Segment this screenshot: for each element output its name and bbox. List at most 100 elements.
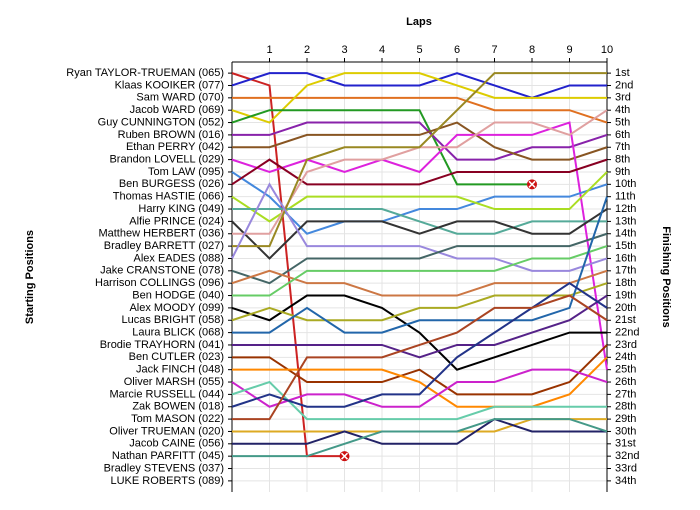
series-line [232,72,607,248]
y2-tick-label: 12th [615,203,636,215]
legend-label: Brandon LOVELL (029) [109,154,224,166]
legend-label: Sam WARD (070) [136,92,224,104]
y2-tick-label: 24th [615,351,636,363]
legend-label: Ethan PERRY (042) [126,141,224,153]
y2-axis-label: Finishing Positions [660,226,672,327]
legend-label: Jacob CAINE (056) [129,438,224,450]
retired-marker [527,179,537,190]
y2-tick-label: 1st [615,67,630,79]
series-line [232,356,608,408]
y2-tick-label: 5th [615,116,630,128]
x-tick-label: 10 [601,44,613,56]
series-line [232,294,608,421]
y2-tick-label: 32nd [615,450,639,462]
legend-label: Alex MOODY (099) [129,302,224,314]
y2-tick-label: 10th [615,178,636,190]
x-tick-label: 3 [341,44,347,56]
series-line [232,344,608,396]
legend-label: Guy CUNNINGTON (052) [98,116,224,128]
y2-tick-label: 2nd [615,79,633,91]
legend-label: Thomas HASTIE (066) [113,191,224,203]
y2-tick-label: 26th [615,376,636,388]
series-line [231,121,608,370]
series-line [231,294,607,371]
series-line [232,121,608,161]
y2-tick-label: 17th [615,265,636,277]
y2-tick-label: 13th [615,215,636,227]
y2-tick-label: 34th [615,475,636,487]
x-tick-label: 1 [266,44,272,56]
legend-label: Harry KING (049) [138,203,224,215]
series-line [231,171,608,223]
y2-tick-label: 22nd [615,327,639,339]
retired-x [340,452,349,460]
retired-marker [339,451,350,462]
series-line [231,232,608,285]
series-line [231,208,608,260]
series-line [231,380,607,421]
x-tick-label: 8 [529,44,535,56]
series-line [232,294,608,359]
legend-label: Alex EADES (088) [134,252,224,264]
legend-label: Oliver TRUEMAN (020) [109,425,224,437]
series-line [231,368,608,408]
series-line [231,182,608,272]
legend-label: Ruben BROWN (016) [118,129,224,141]
legend-label: Klaas KOOIKER (077) [115,79,224,91]
y2-tick-label: 9th [615,166,630,178]
y2-tick-label: 28th [615,401,636,413]
y2-tick-label: 21st [615,314,636,326]
y2-tick-label: 25th [615,364,636,376]
series-line [232,208,607,235]
retired-x [528,180,536,188]
y2-tick-label: 4th [615,104,630,116]
legend-label: Brodie TRAYHORN (041) [100,339,224,351]
legend-label: Alfie PRINCE (024) [129,215,224,227]
y2-tick-label: 3rd [615,92,631,104]
y2-tick-label: 11th [615,191,636,203]
y2-tick-label: 33rd [615,462,637,474]
y2-tick-label: 18th [615,277,636,289]
legend-label: Tom MASON (022) [131,413,224,425]
series-line [231,72,607,124]
y2-tick-label: 30th [615,425,636,437]
legend-label: Lucas BRIGHT (058) [121,314,224,326]
chart-title: Laps [406,16,432,28]
legend-label: Laura BLICK (068) [132,327,224,339]
legend-label: Nathan PARFITT (045) [112,450,224,462]
legend-label: Ben HODGE (040) [132,289,224,301]
legend-label: Bradley BARRETT (027) [104,240,224,252]
series-line [231,72,607,99]
series-line [231,72,345,458]
legend-label: Marcie RUSSELL (044) [109,388,224,400]
legend-label: LUKE ROBERTS (089) [110,475,224,487]
legend-label: Ryan TAYLOR-TRUEMAN (065) [66,67,224,79]
series-line [231,109,532,186]
legend-label: Matthew HERBERT (036) [98,228,224,240]
series-line [231,158,608,186]
series-line [232,417,607,445]
y-axis-label: Starting Positions [24,230,36,324]
series-line [231,281,608,408]
y2-tick-label: 19th [615,289,636,301]
x-tick-label: 6 [454,44,460,56]
legend-label: Jack FINCH (048) [136,364,224,376]
legend-label: Ben CUTLER (023) [129,351,224,363]
series-line [232,121,608,161]
y2-tick-label: 29th [615,413,636,425]
x-tick-label: 9 [566,44,572,56]
y2-tick-label: 14th [615,228,636,240]
y2-tick-label: 7th [615,141,630,153]
legend-label: Oliver MARSH (055) [124,376,224,388]
x-tick-label: 2 [304,44,310,56]
y2-tick-label: 15th [615,240,636,252]
x-tick-label: 4 [379,44,385,56]
legend-label: Jacob WARD (069) [130,104,224,116]
x-tick-label: 7 [491,44,497,56]
y2-tick-label: 31st [615,438,636,450]
series-line [232,245,608,297]
y2-tick-label: 27th [615,388,636,400]
legend-label: Bradley STEVENS (037) [104,462,224,474]
y2-tick-label: 20th [615,302,636,314]
